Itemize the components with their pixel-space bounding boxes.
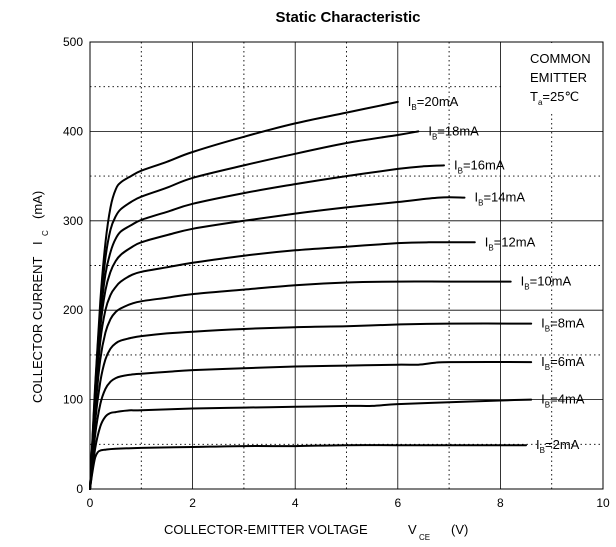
curves-group (89, 100, 533, 490)
condition-temp-symbol: T (530, 89, 538, 104)
x-tick-label: 10 (596, 496, 610, 510)
series-label-ib-12ma: IB=12mA (485, 234, 536, 252)
series-label-ib-4ma: IB=4mA (541, 392, 585, 410)
y-axis-title-sub: C (41, 230, 50, 236)
series-label-ib-2ma: IB=2mA (536, 437, 580, 455)
series-label-ib-14ma: IB=14mA (474, 190, 525, 208)
series-label-ib-16ma: IB=16mA (454, 157, 505, 175)
y-axis-title-unit: (mA) (30, 191, 45, 219)
y-tick-label: 400 (63, 124, 83, 138)
y-axis-title-symbol: I (30, 241, 45, 245)
x-axis-title-unit: (V) (451, 522, 468, 537)
y-tick-label: 300 (63, 214, 83, 228)
condition-line-3: Ta=25℃ (530, 89, 579, 107)
series-label-ib-18ma: IB=18mA (428, 123, 479, 141)
curve-ib-2ma (89, 444, 527, 490)
condition-line-2: EMITTER (530, 70, 587, 85)
y-tick-labels: 0 100 200 300 400 500 (63, 35, 83, 496)
y-tick-label: 200 (63, 303, 83, 317)
x-axis-title-sub: CE (419, 533, 430, 542)
x-axis-title-main: COLLECTOR-EMITTER VOLTAGE (164, 522, 368, 537)
plot-frame (89, 41, 604, 490)
curve-ib-14ma (89, 196, 466, 490)
y-axis-title-text: COLLECTOR CURRENT I C (mA) (30, 191, 51, 403)
y-axis-title-main: COLLECTOR CURRENT (30, 257, 45, 403)
curve-ib-18ma (89, 130, 420, 490)
chart-title: Static Characteristic (275, 9, 420, 26)
curve-ib-8ma (89, 322, 533, 490)
x-tick-label: 6 (394, 496, 401, 510)
series-label-ib-6ma: IB=6mA (541, 354, 585, 372)
x-tick-label: 4 (292, 496, 299, 510)
condition-line-1: COMMON (530, 51, 591, 66)
x-tick-label: 0 (87, 496, 94, 510)
x-tick-label: 2 (189, 496, 196, 510)
curve-ib-4ma (89, 398, 533, 490)
condition-box-background (503, 43, 602, 113)
curve-ib-16ma (89, 164, 445, 490)
x-tick-labels: 0 2 4 6 8 10 (87, 496, 610, 510)
y-tick-label: 500 (63, 35, 83, 49)
y-tick-label: 100 (63, 393, 83, 407)
condition-box: COMMON EMITTER Ta=25℃ (503, 43, 602, 113)
condition-temp-sub: a (538, 98, 543, 107)
series-label-ib-20ma: IB=20mA (408, 94, 459, 112)
curve-ib-10ma (89, 280, 512, 490)
condition-temp-value: =25℃ (542, 89, 579, 104)
x-axis-title: COLLECTOR-EMITTER VOLTAGE V CE (V) (164, 522, 468, 543)
series-label-ib-8ma: IB=8mA (541, 316, 585, 334)
x-axis-title-symbol: V (408, 522, 417, 537)
y-axis-title: COLLECTOR CURRENT I C (mA) (30, 191, 51, 403)
curve-ib-12ma (89, 241, 476, 490)
curve-ib-6ma (89, 361, 533, 490)
x-tick-label: 8 (497, 496, 504, 510)
series-label-ib-10ma: IB=10mA (521, 274, 572, 292)
series-labels: IB=20mA IB=18mA IB=16mA IB=14mA IB=12mA IB=10… (408, 94, 585, 455)
y-tick-label: 0 (76, 482, 83, 496)
